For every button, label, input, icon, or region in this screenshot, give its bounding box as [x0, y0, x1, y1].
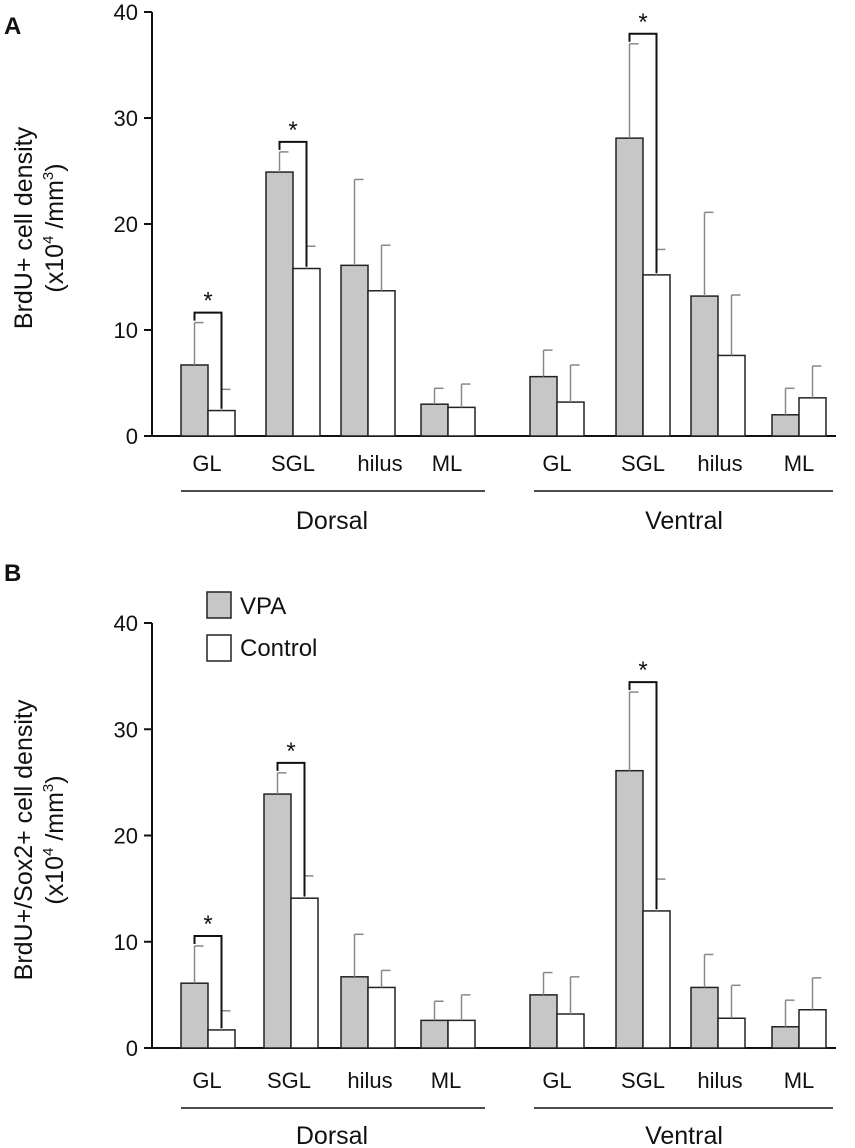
panel-b-category-label: GL [192, 1068, 221, 1093]
panel-b-y-ticks: 0 10 20 30 40 [114, 611, 152, 1061]
panel-a-bar-vpa [180, 364, 209, 437]
panel-a-category-label: SGL [271, 451, 315, 476]
panel-b-y-tick-label: 0 [126, 1036, 138, 1061]
panel-b-category-label: SGL [267, 1068, 311, 1093]
panel-b-category-label: SGL [621, 1068, 665, 1093]
panel-a-ventral-label: Ventral [645, 507, 723, 535]
panel-b-bar-vpa [420, 1019, 449, 1049]
panel-a-category-label: GL [542, 451, 571, 476]
panel-a-significance-bracket [628, 32, 658, 273]
panel-b-bar-control [207, 1029, 236, 1049]
panel-b-category-label: hilus [697, 1068, 742, 1093]
panel-b-category-labels: GL SGL hilus ML GL SGL hilus ML [192, 1068, 814, 1093]
legend-label-vpa: VPA [240, 593, 286, 620]
panel-b-significance-bracket [276, 761, 306, 897]
panel-b-bar-control [798, 1009, 827, 1049]
panel-a-bar-control [717, 354, 746, 437]
panel-b-significance-bracket [193, 935, 223, 1028]
legend-swatch-control [206, 634, 232, 662]
panel-b-bar-control [367, 986, 396, 1049]
panel-a-significance-star: * [288, 117, 297, 144]
panel-a-category-label: ML [432, 451, 463, 476]
panel-b-significance-bracket [628, 681, 658, 909]
panel-a-bar-vpa [690, 295, 719, 437]
panel-a-y-tick-label: 40 [114, 0, 138, 25]
panel-a-bar-control [367, 290, 396, 437]
panel-a-y-axis-label-line2: (x104 /mm3) [40, 163, 69, 292]
panel-a-bar-control [556, 401, 585, 437]
panel-a-bar-vpa [420, 403, 449, 437]
panel-b-category-label: ML [784, 1068, 815, 1093]
panel-b-category-label: ML [431, 1068, 462, 1093]
panel-a-bar-vpa [615, 137, 644, 437]
panel-b-significance-star: * [203, 911, 212, 938]
panel-a-y-tick-label: 0 [126, 424, 138, 449]
panel-b-bar-vpa [690, 986, 719, 1049]
panel-b-dorsal-label: Dorsal [296, 1122, 368, 1148]
legend: VPA Control [206, 591, 317, 662]
panel-b-bar-control [556, 1013, 585, 1049]
panel-a-category-label: SGL [621, 451, 665, 476]
panel-a-bar-control [207, 409, 236, 437]
panel-b-y-tick-label: 30 [114, 717, 138, 742]
panel-a-bar-vpa [529, 375, 558, 437]
panel-b-significance: * * * [193, 657, 658, 1028]
panel-b: B BrdU+/Sox2+ cell density (x104 /mm3) V… [4, 560, 836, 1148]
panel-b-bar-vpa [180, 982, 209, 1049]
panel-b-bar-control [642, 910, 671, 1049]
panel-a-bar-control [447, 406, 476, 437]
panel-a-y-ticks: 0 10 20 30 40 [114, 0, 152, 449]
panel-a-y-tick-label: 30 [114, 106, 138, 131]
panel-a-bars [180, 43, 827, 437]
panel-b-bar-control [717, 1017, 746, 1049]
panel-b-bar-vpa [615, 769, 644, 1049]
panel-b-significance-star: * [286, 738, 295, 765]
panel-b-bar-vpa [529, 994, 558, 1049]
panel-b-ventral-label: Ventral [645, 1122, 723, 1148]
panel-b-y-axis-label-line1: BrdU+/Sox2+ cell density [10, 699, 38, 980]
panel-a-significance-star: * [203, 288, 212, 315]
panel-b-y-tick-label: 20 [114, 824, 138, 849]
panel-a-dorsal-label: Dorsal [296, 507, 368, 535]
panel-b-y-tick-label: 40 [114, 611, 138, 636]
panel-a-category-label: ML [784, 451, 815, 476]
panel-a-bar-vpa [265, 171, 294, 437]
panel-a-bar-vpa [771, 414, 800, 437]
panel-a-category-label: GL [192, 451, 221, 476]
panel-b-bars [180, 691, 827, 1049]
panel-b-bar-vpa [340, 976, 369, 1049]
panel-b-significance-star: * [638, 657, 647, 684]
panel-a-y-tick-label: 10 [114, 318, 138, 343]
panel-a: A BrdU+ cell density (x104 /mm3) 0 10 20 30… [4, 0, 836, 535]
legend-label-control: Control [240, 635, 317, 662]
panel-b-y-axis-label-line2: (x104 /mm3) [40, 775, 69, 904]
panel-b-bar-control [290, 897, 319, 1049]
panel-b-y-axis-label: BrdU+/Sox2+ cell density (x104 /mm3) [10, 699, 69, 980]
panel-a-bar-control [798, 397, 827, 437]
panel-a-y-axis-label-line1: BrdU+ cell density [10, 126, 38, 329]
panel-a-bar-vpa [340, 264, 369, 437]
panel-a-category-label: hilus [697, 451, 742, 476]
panel-a-significance-bracket [193, 311, 223, 409]
panel-a-y-tick-label: 20 [114, 212, 138, 237]
panel-b-bar-control [447, 1019, 476, 1049]
panel-b-y-tick-label: 10 [114, 930, 138, 955]
panel-a-letter: A [4, 13, 21, 40]
panel-a-bar-control [292, 267, 321, 437]
panel-b-letter: B [4, 560, 21, 587]
panel-b-bar-vpa [263, 793, 292, 1049]
panel-a-significance-star: * [638, 9, 647, 36]
panel-a-category-label: hilus [357, 451, 402, 476]
panel-b-bar-vpa [771, 1026, 800, 1049]
panel-a-y-axis-label: BrdU+ cell density (x104 /mm3) [10, 126, 69, 329]
panel-b-category-label: GL [542, 1068, 571, 1093]
panel-b-category-label: hilus [347, 1068, 392, 1093]
panel-a-bar-control [642, 274, 671, 437]
panel-a-significance: * * * [193, 9, 658, 409]
legend-swatch-vpa [206, 591, 232, 619]
panel-a-significance-bracket [278, 140, 308, 267]
panel-a-category-labels: GL SGL hilus ML GL SGL hilus ML [192, 451, 814, 476]
